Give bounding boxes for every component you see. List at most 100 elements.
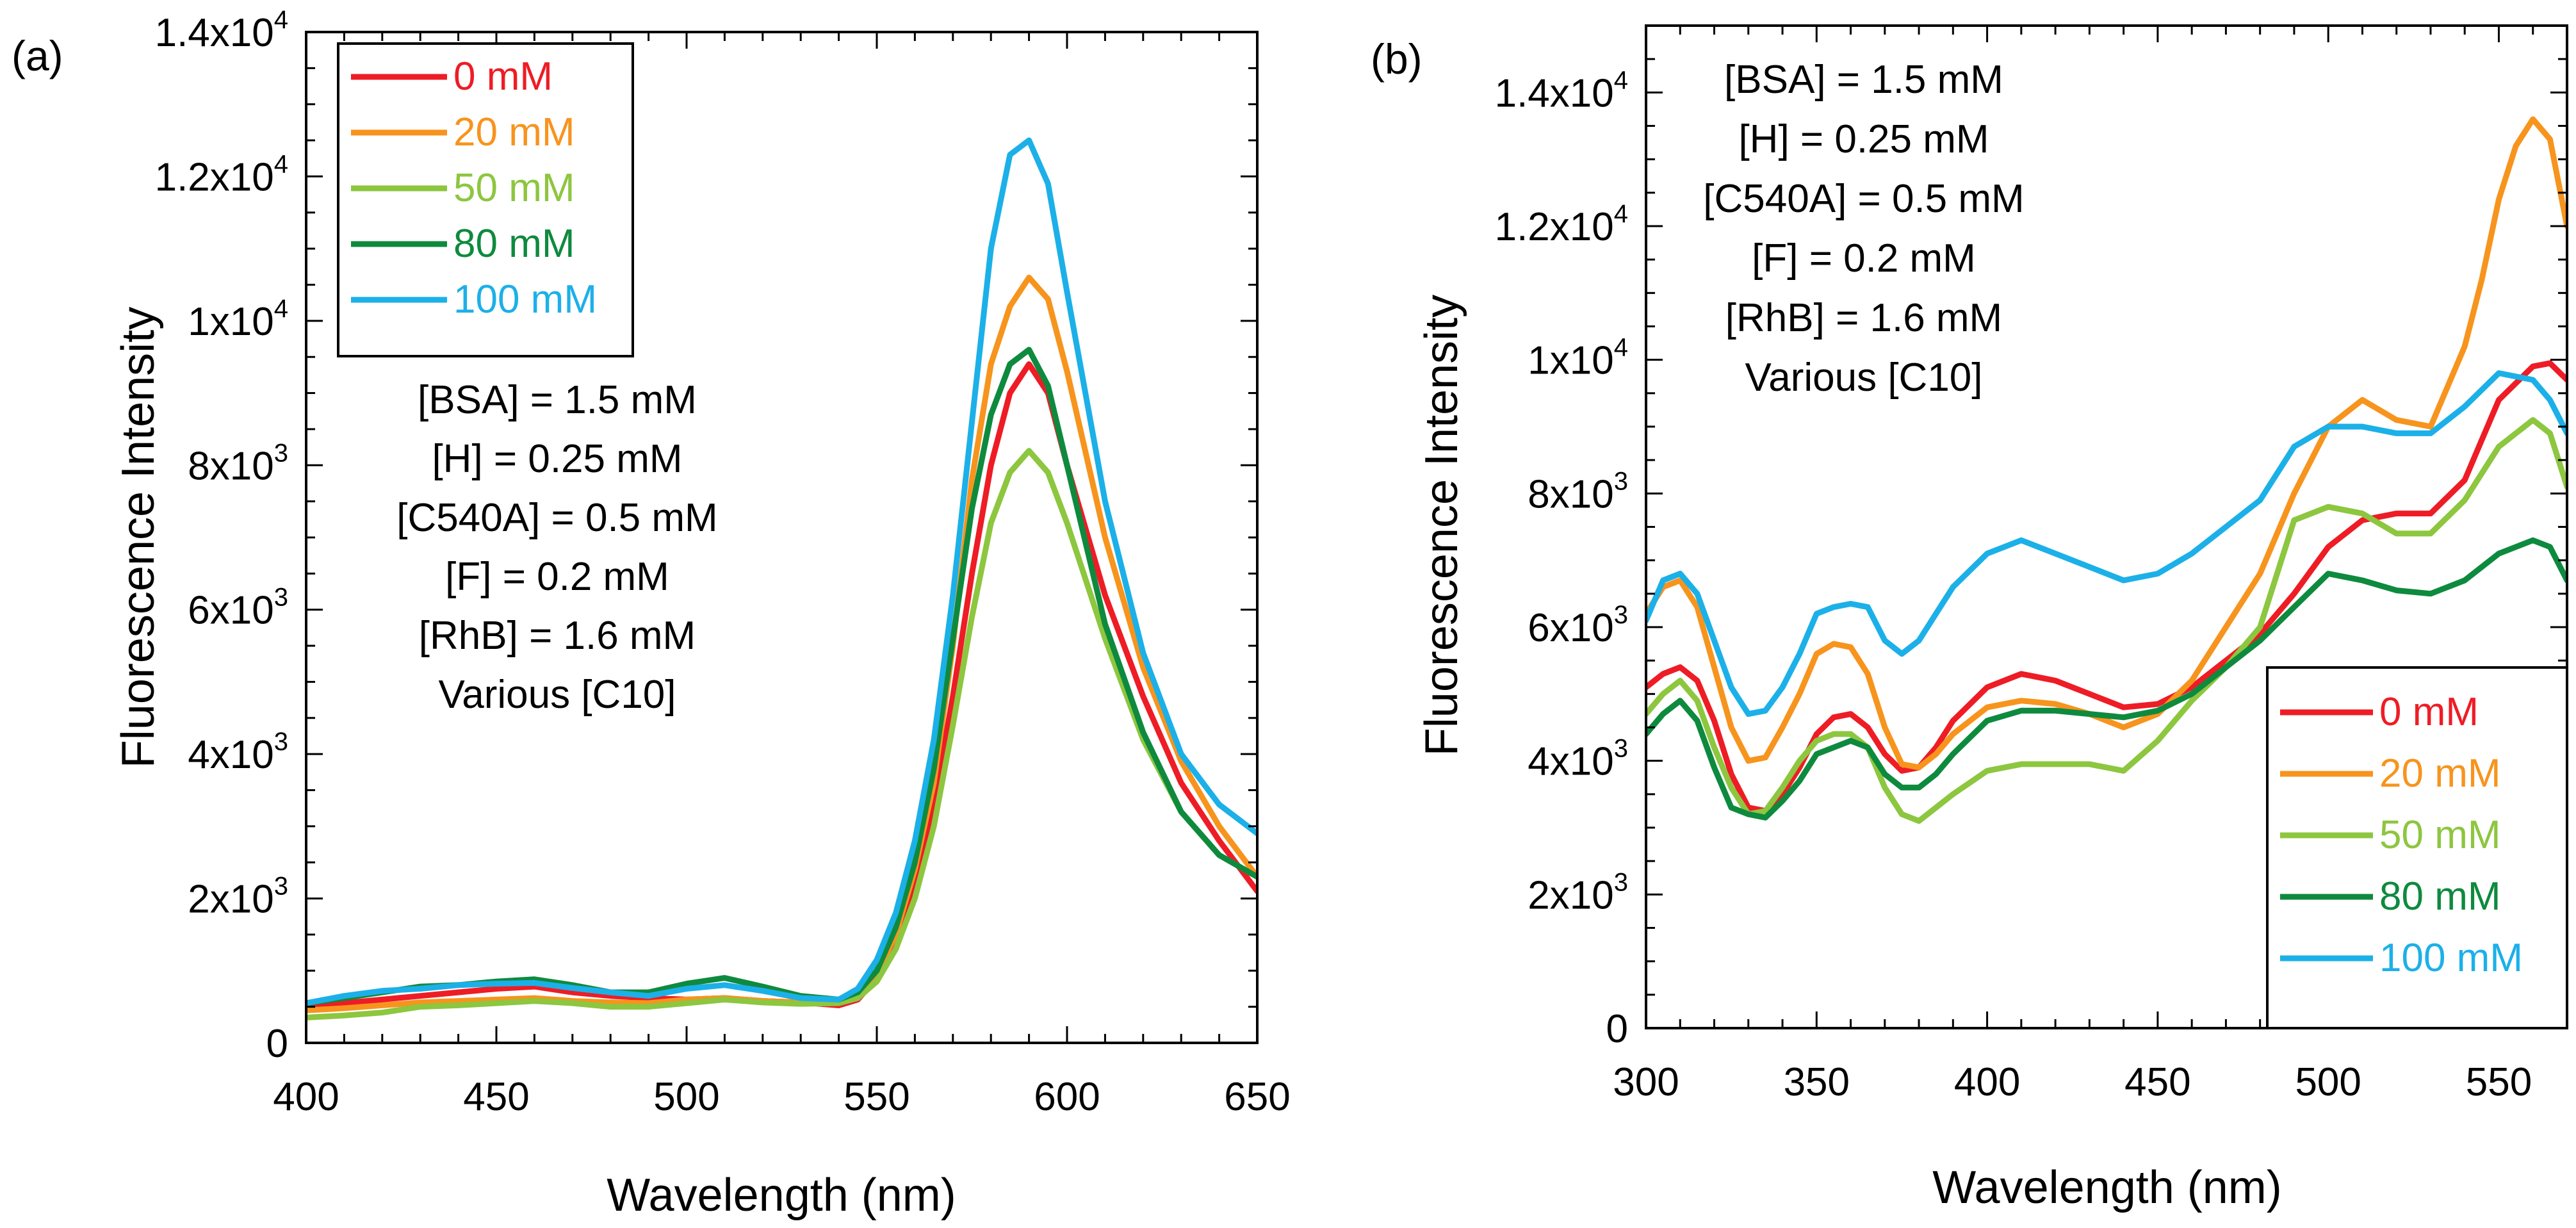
annotation-line: [RhB] = 1.6 mM (1725, 296, 2002, 340)
y-tick-label: 8x103 (188, 439, 288, 488)
legend-label: 100 mM (2379, 936, 2523, 980)
y-tick-base: 1x10 (188, 300, 273, 344)
y-tick-exponent: 3 (1614, 868, 1628, 896)
legend-box (2266, 666, 2568, 1029)
legend-box (337, 42, 634, 357)
y-tick-base: 1.2x10 (1495, 205, 1614, 249)
x-axis-title: Wavelength (nm) (1932, 1162, 2282, 1213)
x-tick-label: 400 (273, 1075, 339, 1119)
y-tick-exponent: 3 (1614, 467, 1628, 495)
x-tick-label: 400 (1954, 1060, 2020, 1104)
chart-panel-b: (b)300 350 400 450 500 55002x1034x1036x1038x1… (1371, 24, 2568, 1213)
annotation-line: Various [C10] (1745, 356, 1982, 400)
y-tick-label: 0 (266, 1022, 288, 1066)
y-tick-base: 4x10 (188, 733, 273, 777)
legend-label: 80 mM (453, 222, 575, 266)
y-tick-base: 1.4x10 (155, 11, 274, 55)
y-tick-label: 6x103 (1528, 601, 1628, 650)
condition-annotation: [BSA] = 1.5 mM [H] = 0.25 mM [C540A] = 0.5… (396, 378, 717, 717)
y-tick-label: 8x103 (1528, 467, 1628, 516)
y-tick-base: 8x10 (188, 444, 273, 488)
y-tick-label: 2x103 (188, 872, 288, 922)
legend-label: 100 mM (453, 277, 597, 322)
annotation-line: [F] = 0.2 mM (1752, 236, 1976, 281)
y-tick-base: 8x10 (1528, 472, 1613, 516)
y-tick-label: 4x103 (188, 728, 288, 777)
y-tick-exponent: 3 (274, 728, 288, 756)
y-axis-title: Fluorescence Intensity (113, 307, 164, 768)
y-tick-exponent: 3 (1614, 601, 1628, 629)
annotation-line: [C540A] = 0.5 mM (1703, 177, 2024, 221)
y-tick-base: 4x10 (1528, 740, 1613, 784)
y-tick-label: 1x104 (188, 295, 288, 344)
y-tick-exponent: 3 (274, 439, 288, 467)
series-line-50-mm (306, 448, 1257, 1020)
y-tick-base: 1.2x10 (155, 155, 274, 199)
y-tick-exponent: 3 (1614, 735, 1628, 763)
x-tick-label: 450 (463, 1075, 529, 1119)
y-tick-base: 1x10 (1528, 339, 1613, 383)
y-tick-label: 1x104 (1528, 334, 1628, 383)
x-tick-label: 650 (1224, 1075, 1290, 1119)
legend-label: 0 mM (453, 54, 553, 99)
y-tick-label: 4x103 (1528, 735, 1628, 784)
x-tick-label: 300 (1613, 1060, 1679, 1104)
annotation-line: Various [C10] (438, 673, 676, 717)
y-tick-exponent: 3 (274, 872, 288, 901)
y-tick-exponent: 4 (1614, 66, 1628, 94)
legend-label: 20 mM (453, 110, 575, 154)
y-tick-label: 1.4x104 (1495, 66, 1628, 115)
annotation-line: [C540A] = 0.5 mM (396, 496, 717, 540)
y-tick-label: 1.2x104 (1495, 200, 1628, 249)
series-line-100-mm (1646, 370, 2567, 717)
annotation-line: [RhB] = 1.6 mM (419, 614, 696, 658)
y-tick-exponent: 4 (1614, 200, 1628, 228)
y-tick-label: 1.4x104 (155, 6, 288, 55)
y-tick-label: 2x103 (1528, 868, 1628, 917)
y-tick-exponent: 4 (274, 295, 288, 323)
y-tick-exponent: 4 (1614, 334, 1628, 362)
series-line-0-mm (1646, 360, 2567, 814)
y-tick-base: 6x10 (1528, 606, 1613, 650)
legend-label: 50 mM (453, 166, 575, 210)
legend-label: 50 mM (2379, 813, 2500, 857)
annotation-line: [H] = 0.25 mM (432, 437, 682, 481)
x-axis-title: Wavelength (nm) (607, 1170, 956, 1221)
panel-label: (b) (1371, 35, 1423, 83)
legend: 0 mM 20 mM 50 mM 80 mM 100 mM (2266, 666, 2568, 1029)
x-tick-label: 500 (2295, 1060, 2361, 1104)
y-tick-exponent: 4 (274, 6, 288, 34)
y-tick-base: 2x10 (188, 878, 273, 922)
annotation-line: [F] = 0.2 mM (445, 555, 669, 599)
x-tick-label: 550 (844, 1075, 909, 1119)
y-tick-base: 2x10 (1528, 873, 1613, 917)
condition-annotation: [BSA] = 1.5 mM [H] = 0.25 mM [C540A] = 0.5… (1703, 58, 2024, 400)
series-line-80-mm (1646, 537, 2567, 821)
x-tick-label: 450 (2124, 1060, 2190, 1104)
series-line-20-mm (1646, 116, 2567, 771)
y-tick-label: 1.2x104 (155, 150, 288, 199)
annotation-line: [BSA] = 1.5 mM (1724, 58, 2003, 102)
annotation-line: [BSA] = 1.5 mM (418, 378, 697, 422)
legend: 0 mM 20 mM 50 mM 80 mM 100 mM (337, 42, 634, 357)
x-tick-label: 500 (653, 1075, 719, 1119)
x-tick-label: 350 (1784, 1060, 1850, 1104)
x-tick-label: 550 (2466, 1060, 2532, 1104)
chart-panel-a: (a)400 450 500 550 600 65002x1034x1036x1038x1… (12, 6, 1291, 1221)
x-tick-label: 600 (1034, 1075, 1100, 1119)
y-tick-label: 6x103 (188, 584, 288, 633)
y-tick-base: 6x10 (188, 589, 273, 633)
y-tick-exponent: 3 (274, 584, 288, 612)
legend-label: 80 mM (2379, 874, 2500, 919)
series-group (1646, 116, 2567, 824)
y-tick-exponent: 4 (274, 150, 288, 178)
y-axis-title: Fluorescence Intensity (1416, 295, 1467, 756)
y-tick-base: 1.4x10 (1495, 71, 1614, 115)
panel-label: (a) (12, 32, 63, 79)
y-tick-label: 0 (1606, 1007, 1628, 1051)
series-group (306, 137, 1257, 1020)
series-line-100-mm (306, 137, 1257, 1006)
legend-label: 20 mM (2379, 751, 2500, 796)
annotation-line: [H] = 0.25 mM (1738, 117, 1989, 161)
